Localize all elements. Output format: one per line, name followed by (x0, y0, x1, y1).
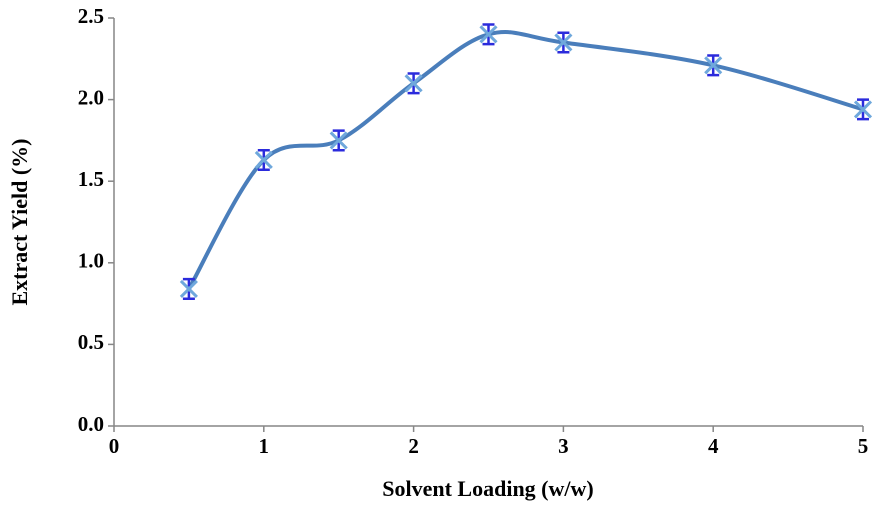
marker (179, 279, 198, 298)
marker (704, 56, 723, 75)
x-tick-label: 0 (109, 434, 120, 458)
x-tick-label: 3 (558, 434, 569, 458)
marker (329, 131, 348, 150)
x-tick-label: 5 (858, 434, 869, 458)
y-tick-label: 0.5 (78, 330, 104, 354)
marker (404, 74, 423, 93)
y-tick-label: 1.5 (78, 167, 104, 191)
marker (479, 25, 498, 44)
y-tick-label: 1.0 (78, 249, 104, 273)
y-tick-label: 2.5 (78, 4, 104, 28)
x-axis-title: Solvent Loading (w/w) (382, 476, 593, 501)
marker (853, 100, 873, 119)
marker (554, 33, 573, 52)
series-line (187, 30, 864, 290)
y-axis-title: Extract Yield (%) (7, 139, 32, 306)
y-tick-label: 2.0 (78, 85, 104, 109)
x-tick-label: 1 (259, 434, 270, 458)
x-tick-label: 2 (408, 434, 419, 458)
marker (254, 150, 273, 170)
x-tick-label: 4 (708, 434, 719, 458)
y-tick-label: 0.0 (78, 412, 104, 436)
